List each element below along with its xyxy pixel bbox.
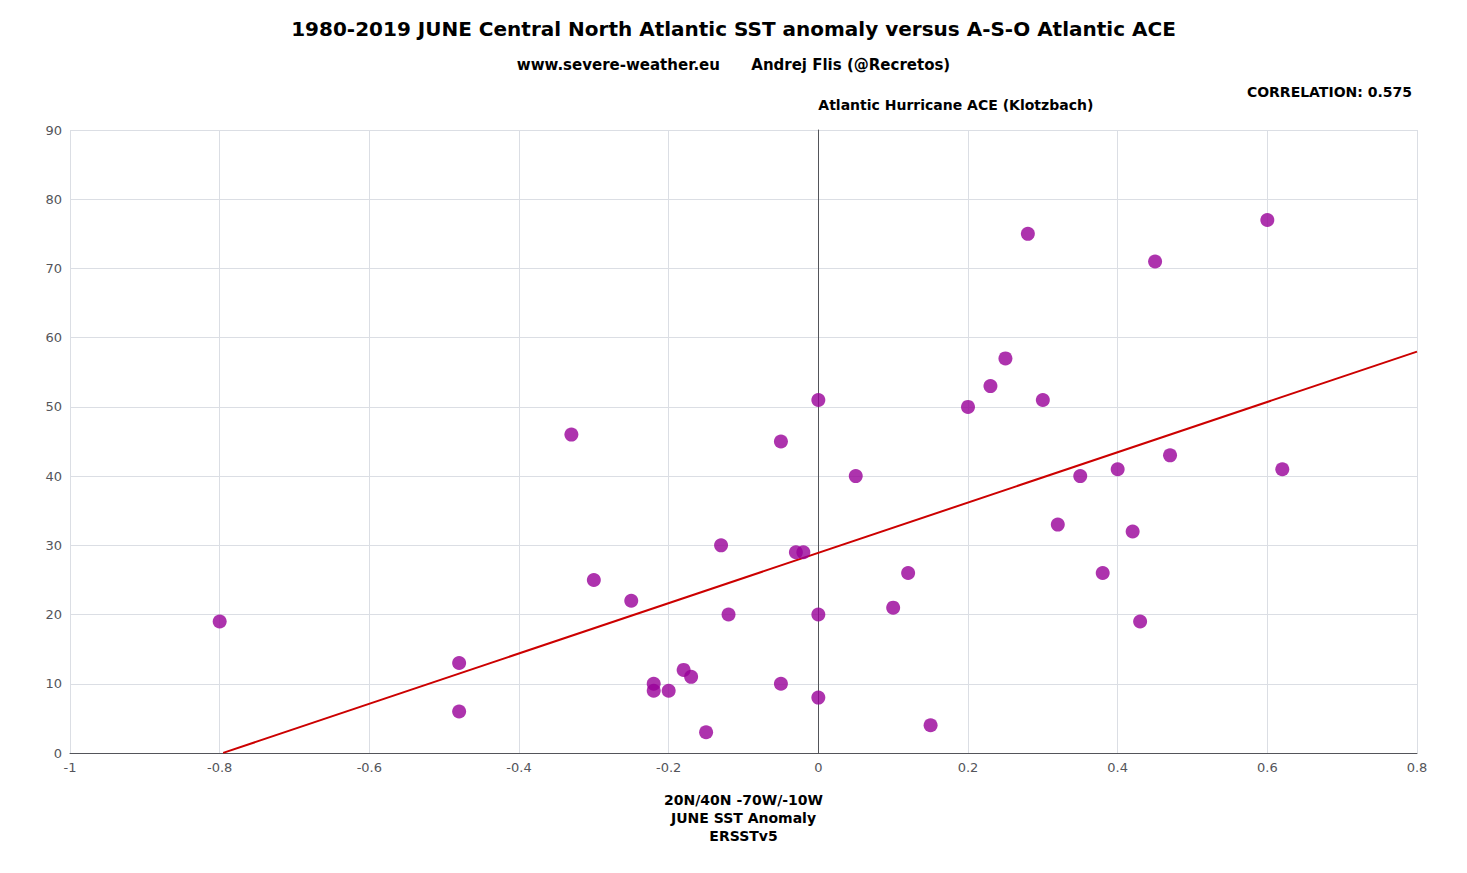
svg-text:90: 90 xyxy=(45,123,62,138)
svg-text:ERSSTv5: ERSSTv5 xyxy=(709,828,777,844)
svg-text:0.2: 0.2 xyxy=(958,760,979,775)
svg-text:10: 10 xyxy=(45,676,62,691)
svg-text:20N/40N -70W/-10W: 20N/40N -70W/-10W xyxy=(664,792,823,808)
svg-text:20: 20 xyxy=(45,607,62,622)
svg-text:60: 60 xyxy=(45,330,62,345)
svg-text:-0.8: -0.8 xyxy=(207,760,232,775)
svg-text:-0.4: -0.4 xyxy=(506,760,531,775)
svg-text:www.severe-weather.eu And: www.severe-weather.eu Andrej Flis (@Recr… xyxy=(517,56,950,74)
svg-text:50: 50 xyxy=(45,399,62,414)
svg-text:80: 80 xyxy=(45,192,62,207)
svg-text:-0.6: -0.6 xyxy=(357,760,382,775)
svg-text:1980-2019 JUNE Central North A: 1980-2019 JUNE Central North Atlantic SS… xyxy=(291,17,1176,41)
svg-text:0.6: 0.6 xyxy=(1257,760,1278,775)
svg-text:JUNE SST Anomaly: JUNE SST Anomaly xyxy=(670,810,816,826)
svg-text:30: 30 xyxy=(45,538,62,553)
svg-text:-0.2: -0.2 xyxy=(656,760,681,775)
svg-text:70: 70 xyxy=(45,261,62,276)
svg-text:0: 0 xyxy=(814,760,822,775)
svg-text:-1: -1 xyxy=(64,760,77,775)
svg-text:Atlantic Hurricane ACE (Klotzb: Atlantic Hurricane ACE (Klotzbach) xyxy=(818,97,1093,113)
svg-text:40: 40 xyxy=(45,469,62,484)
svg-text:0.8: 0.8 xyxy=(1407,760,1428,775)
svg-text:CORRELATION: 0.575: CORRELATION: 0.575 xyxy=(1247,84,1412,100)
svg-text:0: 0 xyxy=(54,746,62,761)
svg-text:0.4: 0.4 xyxy=(1107,760,1128,775)
